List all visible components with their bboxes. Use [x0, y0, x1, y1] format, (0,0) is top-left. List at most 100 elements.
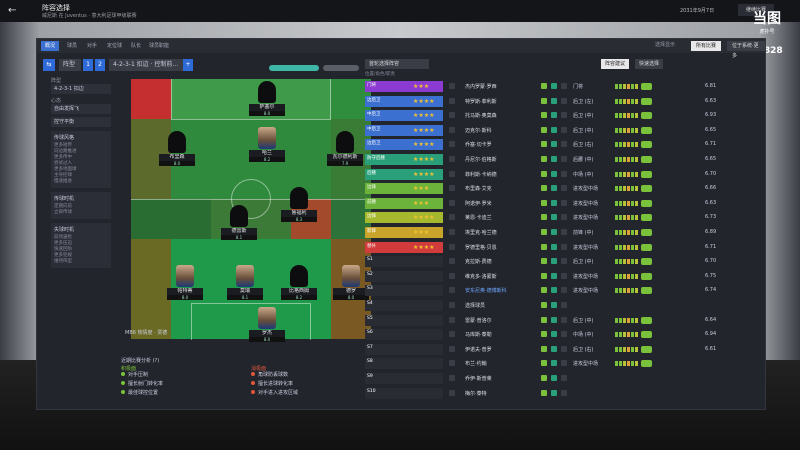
player-card[interactable]: 帕特蒂 8.0 [167, 265, 203, 300]
continue-button[interactable]: 继续比赛 [738, 4, 774, 16]
player-row[interactable]: 前腰 ★★★ 阿诺伊·罗米 进攻型中场 6.63 [365, 197, 765, 210]
player-row[interactable]: 防守后腰 ★★★★ 丹尼尔·伯格斯 后腰 (中) 6.65 [365, 154, 765, 166]
style-dropdown[interactable]: 控守平衡 [51, 117, 111, 127]
player-name[interactable]: 埃里克·哈兰德 [465, 230, 497, 236]
swap-icon[interactable] [449, 199, 455, 206]
player-name[interactable]: 乔伊·斯普莱 [465, 376, 492, 382]
role-slot[interactable]: 防守后腰 ★★★★ [365, 154, 443, 165]
player-card[interactable]: 哈兰 8.2 [249, 127, 285, 162]
role-slot[interactable]: S8 [365, 358, 443, 370]
tab-set-pieces[interactable]: 定位球 [107, 43, 123, 49]
player-name[interactable]: 安东尼奥·德博斯科 [465, 288, 507, 295]
swap-icon[interactable] [449, 360, 455, 367]
player-name[interactable]: 阿诺伊·罗米 [465, 200, 492, 207]
tab-players[interactable]: 球员 [67, 43, 78, 49]
player-row[interactable]: 中后卫 ★★★★ 托马斯·奥莫森 后卫 (中) 6.93 [365, 110, 765, 122]
instruction-box-transition[interactable]: 传球时机 定期向前 立即传球 [51, 192, 111, 219]
role-slot[interactable]: S5 [365, 314, 443, 326]
player-row[interactable]: 门将 ★★★ 杰内罗蒙·罗西 门将 6.81 [365, 81, 765, 93]
tab-captains[interactable]: 队长 [131, 43, 142, 49]
swap-icon[interactable] [449, 302, 455, 308]
player-name[interactable]: 克拉斯·费德 [465, 259, 492, 266]
player-name[interactable]: 乔塞·切卡罗 [465, 142, 492, 149]
role-slot[interactable]: 边后卫 ★★★★ [365, 95, 443, 107]
player-card[interactable]: 鲁福利 8.3 [281, 187, 317, 222]
swap-icon[interactable] [449, 97, 455, 104]
player-card-goalkeeper[interactable]: 罗杰 8.0 [249, 307, 285, 342]
role-slot[interactable]: S3 [365, 285, 443, 297]
role-slot[interactable]: 边后卫 ★★★★ [365, 139, 443, 151]
all-matches-button[interactable]: 所有比赛 [691, 41, 722, 51]
role-slot[interactable]: 后腰 ★★★★ [365, 168, 443, 180]
swap-icon[interactable] [449, 229, 455, 235]
player-name[interactable]: 布里森·艾克 [465, 186, 492, 193]
player-name[interactable]: 伊诺夫·普罗 [465, 346, 492, 353]
player-row[interactable]: 边后卫 ★★★★ 特罗斯·菲利斯 后卫 (左) 6.63 [365, 95, 765, 108]
player-row[interactable]: 替补 ★★★★ 罗德里格·贝恩 进攻型中场 6.71 [365, 241, 765, 254]
player-name[interactable]: 维克多·洛蒙斯 [465, 273, 497, 280]
filter-dropdown[interactable]: 首轮选择阵容 [365, 59, 429, 69]
role-slot[interactable]: 前腰 ★★★ [365, 197, 443, 209]
player-row[interactable]: 边锋 ★★★★ 莱恩·卡迪兰 进攻型中场 6.73 [365, 212, 765, 224]
player-row[interactable]: S6 马库斯·泰勒 中场 (中) 6.94 [365, 329, 765, 341]
role-slot[interactable]: 门将 ★★★ [365, 81, 443, 92]
player-name[interactable]: 罗德里格·贝恩 [465, 244, 497, 251]
player-card[interactable]: 瓦尔德利斯 7.9 [327, 131, 363, 166]
swap-icon[interactable] [449, 126, 455, 133]
swap-icon[interactable] [449, 185, 455, 192]
player-row[interactable]: 影锋 ★★★ 埃里克·哈兰德 前锋 (中) 6.89 [365, 227, 765, 239]
add-icon[interactable]: + [183, 59, 193, 71]
player-row[interactable]: S9 乔伊·斯普莱 [365, 373, 765, 385]
role-slot[interactable]: 影锋 ★★★ [365, 227, 443, 238]
swap-icon[interactable] [449, 345, 455, 352]
role-slot[interactable]: S1 [365, 256, 443, 268]
swap-icon[interactable] [449, 156, 455, 162]
formation-dropdown[interactable]: 4-2-3-1 扣边 [51, 84, 111, 94]
role-slot[interactable]: S7 [365, 343, 443, 355]
instruction-box-defending[interactable]: 失球时机 前场逼抢 更多压迫 快速回防 更多犯规 维持阵型 [51, 223, 111, 268]
tab-opposition[interactable]: 对手 [87, 43, 98, 49]
swap-icon[interactable] [449, 389, 455, 396]
more-button[interactable]: 位于系统·更多 [727, 41, 765, 59]
player-row[interactable]: S10 梅尔·泰特 [365, 387, 765, 400]
player-name[interactable]: 杰内罗蒙·罗西 [465, 84, 497, 90]
swap-icon[interactable]: ⇆ [43, 59, 55, 71]
swap-icon[interactable] [449, 170, 455, 177]
role-slot[interactable]: 中后卫 ★★★★ [365, 110, 443, 122]
player-card[interactable]: 德罗 8.0 [333, 265, 369, 300]
role-slot[interactable]: S2 [365, 270, 443, 282]
player-row[interactable]: S4 选择球员 [365, 300, 765, 312]
player-name[interactable]: 马库斯·泰勒 [465, 332, 492, 339]
swap-icon[interactable] [449, 214, 455, 221]
player-row[interactable]: S7 伊诺夫·普罗 后卫 (右) 6.61 [365, 343, 765, 356]
swap-icon[interactable] [449, 83, 455, 89]
squad-advice-button[interactable]: 阵容建议 [601, 59, 629, 69]
role-slot[interactable]: 边锋 ★★★ [365, 183, 443, 195]
tab-roles[interactable]: 球员职能 [149, 43, 170, 49]
player-name[interactable]: 布兰·约翰 [465, 361, 487, 368]
swap-icon[interactable] [449, 258, 455, 265]
player-card[interactable]: 比格西姆 8.2 [281, 265, 317, 300]
role-slot[interactable]: S9 [365, 373, 443, 384]
role-slot[interactable]: 替补 ★★★★ [365, 241, 443, 253]
role-slot[interactable]: 边锋 ★★★★ [365, 212, 443, 224]
player-name[interactable]: 丹尼尔·伯格斯 [465, 157, 497, 163]
player-row[interactable]: 后腰 ★★★★ 菲利斯·卡纳德 中场 (中) 6.70 [365, 168, 765, 181]
player-name[interactable]: 托马斯·奥莫森 [465, 113, 497, 120]
back-arrow-icon[interactable]: ← [8, 5, 17, 16]
swap-icon[interactable] [449, 375, 455, 381]
player-name[interactable]: 特罗斯·菲利斯 [465, 98, 497, 105]
swap-icon[interactable] [449, 243, 455, 250]
player-name[interactable]: 迈克尔·斯科 [465, 127, 492, 134]
player-row[interactable]: 边后卫 ★★★★ 乔塞·切卡罗 后卫 (右) 6.71 [365, 139, 765, 151]
swap-icon[interactable] [449, 141, 455, 148]
player-row[interactable]: S2 维克多·洛蒙斯 进攻型中场 6.75 [365, 270, 765, 283]
player-name[interactable]: 菲利斯·卡纳德 [465, 171, 497, 178]
player-card[interactable]: 萨塞尔 8.0 [249, 81, 285, 116]
player-card[interactable]: 德雷斯 8.1 [221, 205, 257, 240]
player-card[interactable]: 莫瑞 8.1 [227, 265, 263, 300]
player-name[interactable]: 雷蒙·普洛尔 [465, 317, 492, 324]
player-name[interactable]: 选择球员 [465, 303, 486, 309]
player-name[interactable]: 梅尔·泰特 [465, 390, 487, 397]
swap-icon[interactable] [449, 272, 455, 279]
